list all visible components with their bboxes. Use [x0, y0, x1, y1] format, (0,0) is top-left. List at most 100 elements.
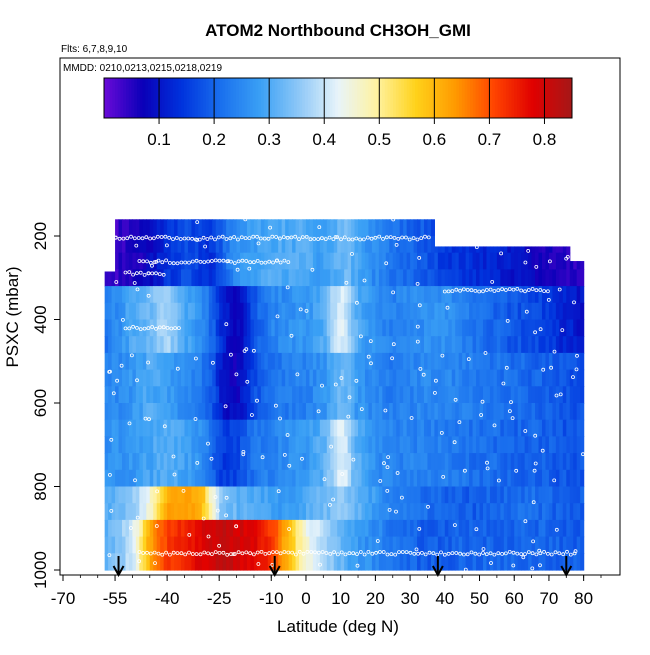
heatmap-cell [160, 286, 165, 304]
down-arrow [431, 556, 444, 578]
heatmap-cell [479, 369, 484, 387]
heatmap-cell [184, 302, 189, 321]
track-point [282, 550, 287, 554]
colorbar-segment [450, 78, 455, 118]
heatmap-cell [375, 469, 380, 488]
flights-label: Flts: 6,7,8,9,10 [61, 44, 128, 55]
heatmap-cell [236, 302, 241, 321]
heatmap-cell [486, 269, 491, 287]
heatmap-cell [135, 453, 140, 471]
track-point [111, 391, 116, 396]
heatmap-cell [174, 453, 179, 471]
heatmap-cell [403, 236, 408, 254]
heatmap-cell [142, 503, 147, 521]
track-point [309, 550, 314, 554]
track-point [143, 416, 148, 421]
heatmap-cell [319, 553, 324, 571]
heatmap-cell [559, 336, 564, 354]
heatmap-cell [337, 219, 342, 237]
heatmap-cell [132, 536, 137, 554]
heatmap-cell [215, 553, 220, 571]
heatmap-cell [184, 403, 189, 421]
heatmap-cell [302, 403, 307, 421]
heatmap-cell [469, 246, 474, 254]
heatmap-cell [167, 536, 172, 554]
heatmap-cell [111, 519, 116, 538]
heatmap-cell [469, 486, 474, 504]
heatmap-cell [260, 536, 265, 554]
heatmap-cell [316, 369, 321, 387]
heatmap-cell [413, 219, 418, 237]
colorbar-segment [409, 78, 413, 118]
colorbar-segment [255, 78, 259, 118]
track-point [109, 508, 114, 513]
track-point [316, 237, 321, 242]
heatmap-cell [503, 403, 508, 421]
colorbar-segment [194, 78, 199, 118]
heatmap-cell [208, 286, 213, 304]
heatmap-cell [361, 519, 366, 538]
heatmap-cell [351, 436, 356, 454]
heatmap-cell [115, 269, 120, 287]
heatmap-cell [420, 252, 425, 270]
heatmap-cell [226, 453, 231, 471]
heatmap-cell [413, 386, 418, 404]
heatmap-cell [288, 369, 293, 387]
track-point [297, 237, 301, 242]
heatmap-cell [354, 486, 359, 504]
heatmap-cell [441, 302, 446, 321]
heatmap-cell [378, 286, 383, 304]
colorbar-segment [266, 78, 270, 118]
heatmap-cell [413, 286, 418, 304]
heatmap-cell [399, 386, 404, 404]
heatmap-cell [368, 419, 373, 437]
heatmap-cell [507, 302, 512, 321]
track-point [404, 550, 409, 554]
heatmap-cell [354, 336, 359, 354]
down-arrow [268, 556, 281, 578]
heatmap-cell [250, 436, 255, 454]
heatmap-cell [576, 419, 581, 437]
heatmap-cell [465, 553, 470, 571]
heatmap-cell [493, 469, 498, 488]
track-point [234, 524, 239, 529]
heatmap-cell [118, 436, 123, 454]
heatmap-cell [285, 436, 290, 454]
heatmap-cell [476, 536, 481, 554]
track-point [224, 495, 229, 500]
heatmap-cell [316, 336, 321, 354]
heatmap-cell [305, 503, 311, 521]
heatmap-cell [524, 386, 529, 404]
heatmap-cell [427, 352, 432, 371]
heatmap-cell [382, 386, 387, 404]
heatmap-cell [198, 419, 203, 437]
heatmap-cell [503, 386, 508, 404]
colorbar-segment [478, 78, 482, 118]
heatmap-cell [347, 486, 352, 504]
heatmap-cell [354, 503, 359, 521]
heatmap-cell [267, 436, 272, 454]
heatmap-cell [403, 553, 408, 571]
heatmap-cell [187, 286, 193, 304]
heatmap-cell [417, 503, 422, 521]
heatmap-cell [399, 519, 404, 538]
heatmap-cell [364, 219, 370, 237]
heatmap-cell [142, 302, 147, 321]
heatmap-cell [462, 519, 467, 538]
heatmap-cell [226, 319, 231, 337]
track-point [533, 330, 537, 335]
heatmap-cell [146, 286, 151, 304]
heatmap-cell [305, 286, 311, 304]
heatmap-cell [573, 553, 578, 571]
heatmap-cell [496, 419, 501, 437]
heatmap-cell [104, 336, 109, 354]
heatmap-cell [378, 336, 383, 354]
heatmap-cell [562, 536, 567, 554]
heatmap-cell [201, 419, 206, 437]
heatmap-cell [194, 486, 199, 504]
heatmap-cell [576, 369, 581, 387]
heatmap-cell [451, 486, 456, 504]
track-point [210, 360, 215, 365]
heatmap-cell [548, 246, 554, 254]
heatmap-cell [312, 503, 317, 521]
